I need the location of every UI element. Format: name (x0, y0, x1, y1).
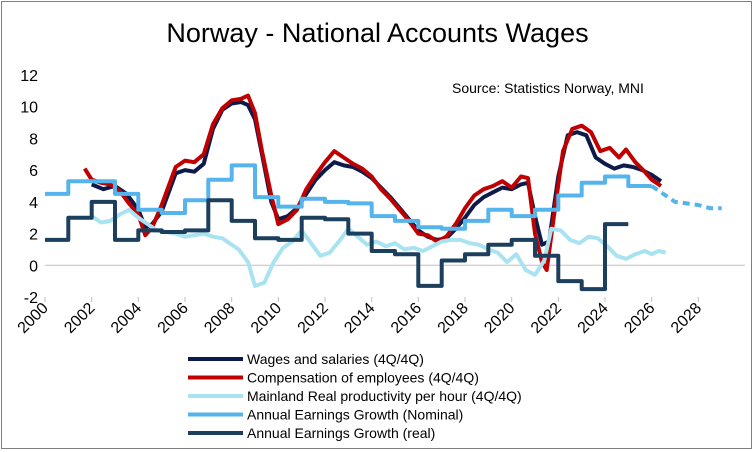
x-tick-label: 2024 (575, 300, 612, 337)
x-tick-label: 2028 (668, 300, 705, 337)
chart-title: Norway - National Accounts Wages (166, 18, 589, 48)
series-line-2 (90, 207, 667, 288)
series-line-3 (45, 163, 652, 231)
y-tick-label: 12 (20, 68, 38, 85)
y-tick-label: 10 (20, 100, 38, 117)
x-tick-label: 2006 (155, 300, 192, 337)
y-tick-label: 4 (29, 195, 38, 212)
x-tick-label: 2008 (201, 300, 238, 337)
x-tick-label: 2022 (528, 300, 565, 337)
legend-label: Wages and salaries (4Q/4Q) (247, 351, 424, 367)
series-line-0 (90, 100, 663, 247)
source-annotation: Source: Statistics Norway, MNI (452, 80, 644, 96)
x-tick-label: 2016 (388, 300, 425, 337)
y-tick-label: 6 (29, 163, 38, 180)
x-tick-label: 2000 (15, 300, 52, 337)
x-tick-label: 2002 (61, 300, 98, 337)
legend-label: Compensation of employees (4Q/4Q) (247, 370, 479, 386)
x-tick-label: 2012 (295, 300, 332, 337)
legend: Wages and salaries (4Q/4Q) Compensation o… (188, 351, 522, 441)
x-tick-label: 2004 (108, 300, 145, 337)
series-line-5 (45, 198, 629, 292)
legend-label: Annual Earnings Growth (Nominal) (247, 407, 463, 423)
y-tick-label: 0 (29, 258, 38, 275)
x-tick-label: 2018 (435, 300, 472, 337)
y-tick-label: -2 (24, 290, 38, 307)
legend-label: Annual Earnings Growth (real) (247, 425, 435, 441)
x-tick-label: 2020 (481, 300, 518, 337)
x-tick-label: 2010 (248, 300, 285, 337)
series-line-1 (83, 93, 663, 272)
series-layer (45, 93, 722, 292)
y-tick-label: 2 (29, 227, 38, 244)
x-tick-label: 2026 (621, 300, 658, 337)
x-tick-label: 2014 (341, 300, 378, 337)
legend-label: Mainland Real productivity per hour (4Q/… (247, 388, 522, 404)
y-tick-label: 8 (29, 131, 38, 148)
series-line-4 (650, 184, 722, 211)
